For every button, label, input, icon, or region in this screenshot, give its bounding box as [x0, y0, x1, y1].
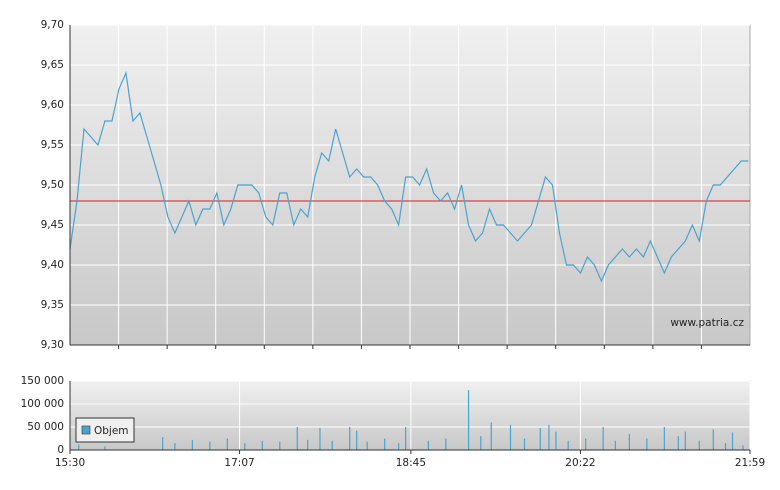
volume-bar: [191, 439, 193, 450]
x-tick-label: 20:22: [565, 457, 595, 469]
volume-bar: [319, 427, 321, 450]
volume-bar: [356, 430, 358, 450]
volume-bar: [614, 440, 616, 450]
y-tick-label: 9,60: [41, 99, 64, 111]
volume-bar: [684, 431, 686, 450]
volume-bar: [628, 433, 630, 450]
volume-bar: [366, 441, 368, 450]
watermark: www.patria.cz: [670, 317, 744, 329]
volume-bar: [244, 443, 246, 450]
y-tick-label: 9,30: [41, 339, 64, 351]
volume-bar: [209, 441, 211, 450]
volume-bar: [548, 424, 550, 450]
volume-bar: [296, 427, 298, 450]
volume-bar: [445, 438, 447, 450]
y-tick-label: 9,50: [41, 179, 64, 191]
volume-bar: [226, 438, 228, 450]
volume-bar: [509, 424, 512, 450]
volume-bar: [712, 429, 714, 450]
volume-bar: [384, 438, 386, 450]
volume-bar: [331, 440, 333, 450]
volume-bar: [104, 446, 106, 450]
x-tick-label: 17:07: [224, 457, 254, 469]
volume-bar: [279, 441, 281, 450]
volume-bar: [646, 438, 648, 450]
y-tick-label: 150 000: [21, 375, 64, 387]
y-tick-label: 9,55: [41, 139, 64, 151]
y-tick-label: 0: [57, 444, 64, 456]
volume-bar: [480, 436, 482, 450]
volume-bar: [724, 443, 727, 450]
x-tick-label: 21:59: [735, 457, 765, 469]
price-line: [69, 70, 749, 283]
legend-label: Objem: [94, 425, 129, 437]
volume-bar: [261, 440, 263, 450]
volume-bar: [162, 437, 164, 450]
volume-bar: [398, 443, 400, 450]
volume-bar: [349, 427, 351, 450]
x-tick-label: 18:45: [396, 457, 426, 469]
legend-swatch: [81, 425, 91, 435]
volume-bar: [731, 432, 734, 450]
plot-area: [69, 380, 751, 451]
volume-bar: [677, 436, 679, 450]
volume-bar: [742, 445, 744, 450]
volume-bar: [174, 443, 176, 450]
volume-bar: [523, 438, 526, 450]
volume-bar: [427, 440, 429, 450]
volume-bar: [698, 440, 700, 450]
y-tick-label: 9,45: [41, 219, 64, 231]
y-tick-label: 9,65: [41, 59, 64, 71]
volume-bar: [78, 444, 80, 450]
volume-bar: [467, 390, 470, 450]
y-tick-label: 50 000: [27, 421, 64, 433]
volume-bar: [567, 440, 569, 450]
volume-bar: [585, 438, 587, 450]
y-tick-label: 9,40: [41, 259, 64, 271]
volume-bar: [405, 427, 407, 450]
volume-bar: [307, 439, 309, 450]
y-tick-label: 9,70: [41, 19, 64, 31]
volume-bar: [539, 427, 541, 450]
y-tick-label: 9,35: [41, 299, 64, 311]
volume-bar: [602, 427, 604, 450]
x-tick-label: 15:30: [55, 457, 85, 469]
volume-bar: [555, 431, 557, 450]
y-tick-label: 100 000: [21, 398, 64, 410]
volume-bar: [663, 427, 665, 450]
volume-bar: [490, 422, 492, 450]
